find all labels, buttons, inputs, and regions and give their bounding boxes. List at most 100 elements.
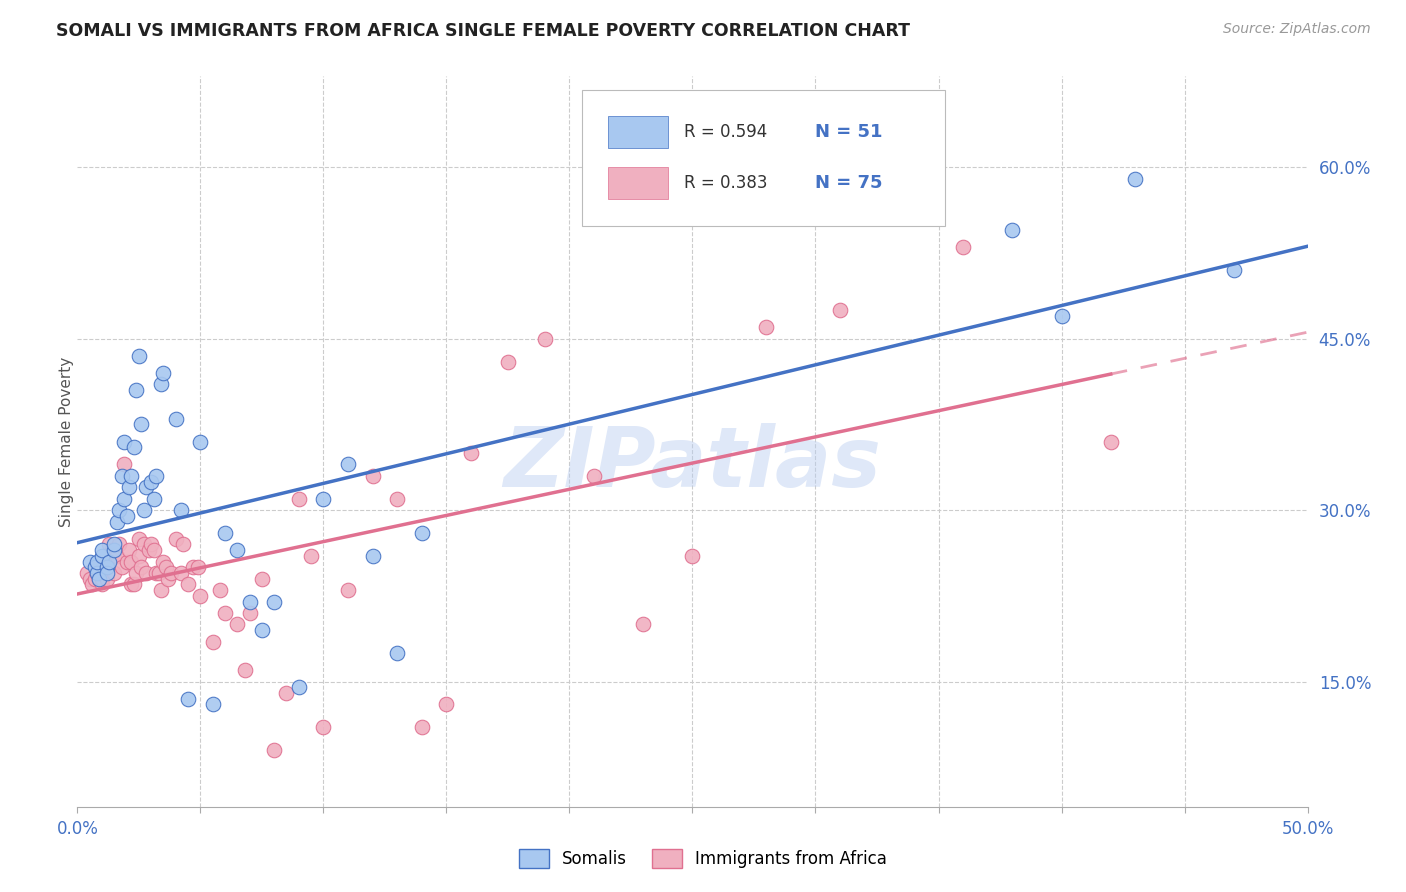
Point <box>103 549 125 563</box>
Point <box>118 480 141 494</box>
Point <box>250 623 273 637</box>
Point <box>181 560 204 574</box>
Point <box>682 549 704 563</box>
Point <box>152 366 174 380</box>
Point <box>105 515 128 529</box>
Point <box>122 440 145 454</box>
Point <box>103 543 125 558</box>
Point <box>1099 434 1122 449</box>
Point <box>1050 309 1073 323</box>
Y-axis label: Single Female Poverty: Single Female Poverty <box>59 357 73 526</box>
Point <box>142 543 165 558</box>
Point <box>108 503 131 517</box>
Point <box>177 577 200 591</box>
Point <box>96 572 118 586</box>
Point <box>170 566 193 580</box>
Point <box>337 583 360 598</box>
Legend: Somalis, Immigrants from Africa: Somalis, Immigrants from Africa <box>512 842 894 875</box>
Point <box>496 354 519 368</box>
Point <box>82 577 104 591</box>
Point <box>118 543 141 558</box>
Point <box>125 566 148 580</box>
Point <box>214 606 236 620</box>
Point <box>239 594 262 608</box>
Point <box>135 566 157 580</box>
Point <box>177 691 200 706</box>
Point <box>239 606 262 620</box>
Point <box>583 468 606 483</box>
Text: ZIPatlas: ZIPatlas <box>503 423 882 504</box>
FancyBboxPatch shape <box>582 90 945 226</box>
Point <box>830 303 852 318</box>
Text: R = 0.594: R = 0.594 <box>683 123 768 141</box>
Point <box>96 560 118 574</box>
Point <box>190 589 212 603</box>
Point <box>150 583 173 598</box>
Point <box>112 491 135 506</box>
Point <box>233 663 256 677</box>
Text: N = 51: N = 51 <box>815 123 883 141</box>
Point <box>263 594 285 608</box>
Point <box>411 720 433 734</box>
Point <box>103 537 125 551</box>
Point <box>121 555 143 569</box>
Point <box>187 560 209 574</box>
Point <box>141 475 163 489</box>
Point <box>86 555 108 569</box>
Point <box>79 572 101 586</box>
Point <box>111 560 132 574</box>
Point <box>128 549 150 563</box>
Point <box>111 468 132 483</box>
Point <box>263 743 285 757</box>
Point <box>150 377 173 392</box>
Point <box>121 577 143 591</box>
Point <box>112 458 135 472</box>
Point <box>299 549 322 563</box>
Point <box>93 566 115 580</box>
Point <box>201 698 224 712</box>
Point <box>411 525 433 540</box>
Point <box>214 525 236 540</box>
Point <box>142 491 165 506</box>
Text: SOMALI VS IMMIGRANTS FROM AFRICA SINGLE FEMALE POVERTY CORRELATION CHART: SOMALI VS IMMIGRANTS FROM AFRICA SINGLE … <box>56 22 910 40</box>
Point <box>145 566 167 580</box>
Point <box>112 434 135 449</box>
Point <box>288 491 311 506</box>
Point <box>1001 223 1024 237</box>
Point <box>152 555 174 569</box>
Point <box>165 532 187 546</box>
Point <box>337 458 360 472</box>
Point <box>148 566 170 580</box>
Point <box>115 508 138 523</box>
Point <box>86 566 108 580</box>
Point <box>86 560 108 574</box>
Point <box>170 503 193 517</box>
Point <box>83 560 105 574</box>
Point <box>312 720 335 734</box>
Point <box>209 583 232 598</box>
Point <box>135 480 157 494</box>
FancyBboxPatch shape <box>607 168 668 200</box>
Point <box>160 566 183 580</box>
Point <box>132 537 155 551</box>
Point <box>190 434 212 449</box>
Text: N = 75: N = 75 <box>815 174 883 193</box>
Point <box>90 572 114 586</box>
Point <box>155 560 177 574</box>
Point <box>121 468 143 483</box>
Point <box>98 537 121 551</box>
Point <box>138 543 160 558</box>
Point <box>276 686 298 700</box>
Point <box>115 555 138 569</box>
Point <box>250 572 273 586</box>
Point <box>460 446 482 460</box>
Point <box>312 491 335 506</box>
Point <box>201 634 224 648</box>
Text: R = 0.383: R = 0.383 <box>683 174 768 193</box>
Point <box>122 577 145 591</box>
Point <box>101 543 124 558</box>
Point <box>436 698 458 712</box>
Point <box>98 555 121 569</box>
Point <box>165 411 187 425</box>
Point <box>131 560 153 574</box>
